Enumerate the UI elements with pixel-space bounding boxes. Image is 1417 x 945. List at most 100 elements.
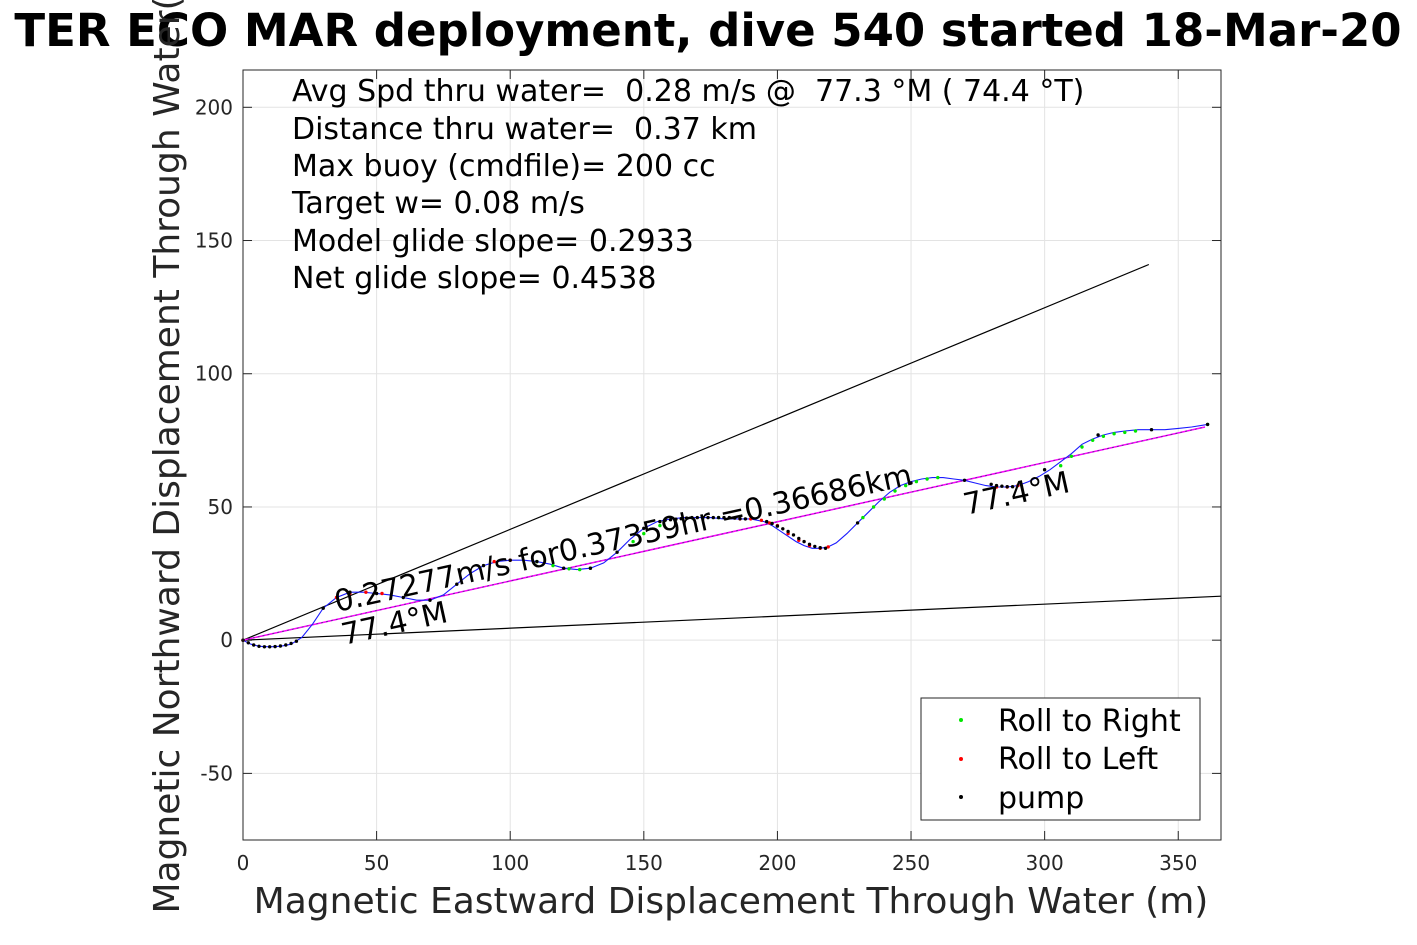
legend-box	[920, 697, 1201, 821]
pump-point	[738, 517, 742, 521]
roll-right-point	[1133, 429, 1138, 433]
pump-point	[909, 481, 913, 485]
y-tick-label: -50	[200, 761, 233, 785]
pump-point	[374, 591, 379, 596]
info-net-glide-slope: Net glide slope= 0.4538	[292, 261, 656, 296]
pump-point	[743, 517, 748, 521]
x-tick-label: 200	[758, 851, 796, 875]
pump-point	[775, 524, 780, 528]
roll-right-point	[642, 531, 646, 536]
roll-right-point	[893, 489, 897, 493]
y-tick-label: 200	[195, 95, 233, 119]
pump-point	[401, 595, 405, 600]
pump-point	[252, 643, 256, 647]
y-axis-label: Magnetic Northward Displacement Through …	[147, 0, 188, 914]
pump-point	[690, 515, 694, 520]
pump-point	[695, 515, 699, 520]
pump-point-series	[241, 422, 1210, 649]
roll-left-point	[380, 591, 384, 596]
pump-point	[679, 517, 683, 521]
roll-right-point	[1101, 434, 1106, 438]
legend-label-roll-right: Roll to Right	[998, 704, 1181, 739]
pump-point	[508, 558, 512, 562]
roll-left-point	[767, 521, 772, 525]
info-target-w: Target w= 0.08 m/s	[291, 186, 585, 221]
roll-left-point	[749, 517, 753, 521]
pump-point	[455, 582, 459, 586]
pump-point	[663, 518, 667, 522]
info-distance: Distance thru water= 0.37 km	[292, 112, 757, 147]
net-displacement-line-overlay	[242, 426, 1206, 641]
tick-labels: 0 50 100 150 200 250 300 350 -50 0 50 100 150 200	[195, 95, 1198, 875]
pump-point	[781, 527, 785, 531]
roll-right-point	[861, 515, 865, 520]
info-block: Avg Spd thru water= 0.28 m/s @ 77.3 °M (…	[291, 74, 1084, 296]
roll-right-point	[936, 475, 940, 480]
legend-marker-roll-right	[959, 718, 963, 722]
pump-point	[855, 521, 860, 525]
pump-point	[658, 519, 662, 524]
roll-right-point	[914, 479, 919, 484]
roll-left-point	[759, 518, 764, 522]
pump-point	[727, 515, 731, 520]
pump-point	[321, 606, 325, 610]
roll-right-point	[1123, 430, 1127, 435]
roll-right-point	[1112, 432, 1116, 436]
legend-label-pump: pump	[998, 781, 1084, 816]
pump-point	[802, 539, 806, 544]
y-tick-label: 0	[220, 628, 233, 652]
y-tick-label: 50	[208, 495, 233, 519]
pump-point	[1042, 468, 1047, 472]
pump-point	[289, 641, 293, 646]
legend-marker-pump	[959, 795, 963, 799]
pump-point	[668, 518, 673, 522]
pump-point	[562, 566, 566, 570]
pump-point	[1000, 484, 1004, 488]
pump-point	[994, 483, 999, 488]
pump-point	[722, 515, 726, 520]
pump-point	[428, 598, 432, 602]
pump-point	[807, 542, 812, 546]
info-model-glide-slope: Model glide slope= 0.2933	[292, 224, 694, 259]
roll-right-point	[567, 567, 571, 571]
pump-point	[765, 519, 769, 524]
pump-point	[791, 533, 796, 537]
pump-point	[823, 546, 828, 550]
data-layer	[241, 263, 1222, 649]
roll-left-point	[492, 559, 496, 564]
glide-slope-lower-line	[242, 595, 1222, 641]
pump-point	[1149, 428, 1154, 432]
pump-point	[818, 546, 822, 550]
pump-point	[273, 644, 277, 649]
x-tick-label: 100	[491, 851, 529, 875]
roll-right-point	[1080, 445, 1084, 449]
roll-right-point	[1091, 438, 1095, 442]
pump-point	[813, 544, 817, 549]
roll-left-point	[1016, 483, 1020, 488]
pump-point	[268, 645, 272, 649]
pump-point	[262, 645, 267, 649]
pump-point	[294, 639, 299, 643]
roll-left-point	[826, 545, 830, 549]
y-tick-label: 150	[195, 229, 233, 253]
pump-point	[588, 566, 593, 570]
roll-right-point	[578, 567, 582, 572]
pump-point	[1096, 433, 1100, 437]
roll-right-point	[925, 477, 929, 481]
pump-point	[257, 644, 261, 648]
legend: Roll to Right Roll to Left pump	[920, 697, 1201, 821]
pump-point	[674, 517, 678, 521]
pump-point	[278, 644, 283, 648]
pump-point	[989, 482, 993, 486]
pump-point	[684, 516, 689, 520]
axes-box	[242, 69, 1222, 841]
pump-point	[642, 526, 646, 530]
x-tick-label: 50	[364, 851, 389, 875]
roll-left-point	[364, 590, 368, 594]
info-avg-speed: Avg Spd thru water= 0.28 m/s @ 77.3 °M (…	[292, 74, 1084, 109]
x-axis-label: Magnetic Eastward Displacement Through W…	[254, 881, 1209, 922]
roll-right-point	[631, 539, 635, 544]
chart-title: TER ECO MAR deployment, dive 540 started…	[14, 4, 1401, 57]
pump-point	[284, 643, 288, 647]
